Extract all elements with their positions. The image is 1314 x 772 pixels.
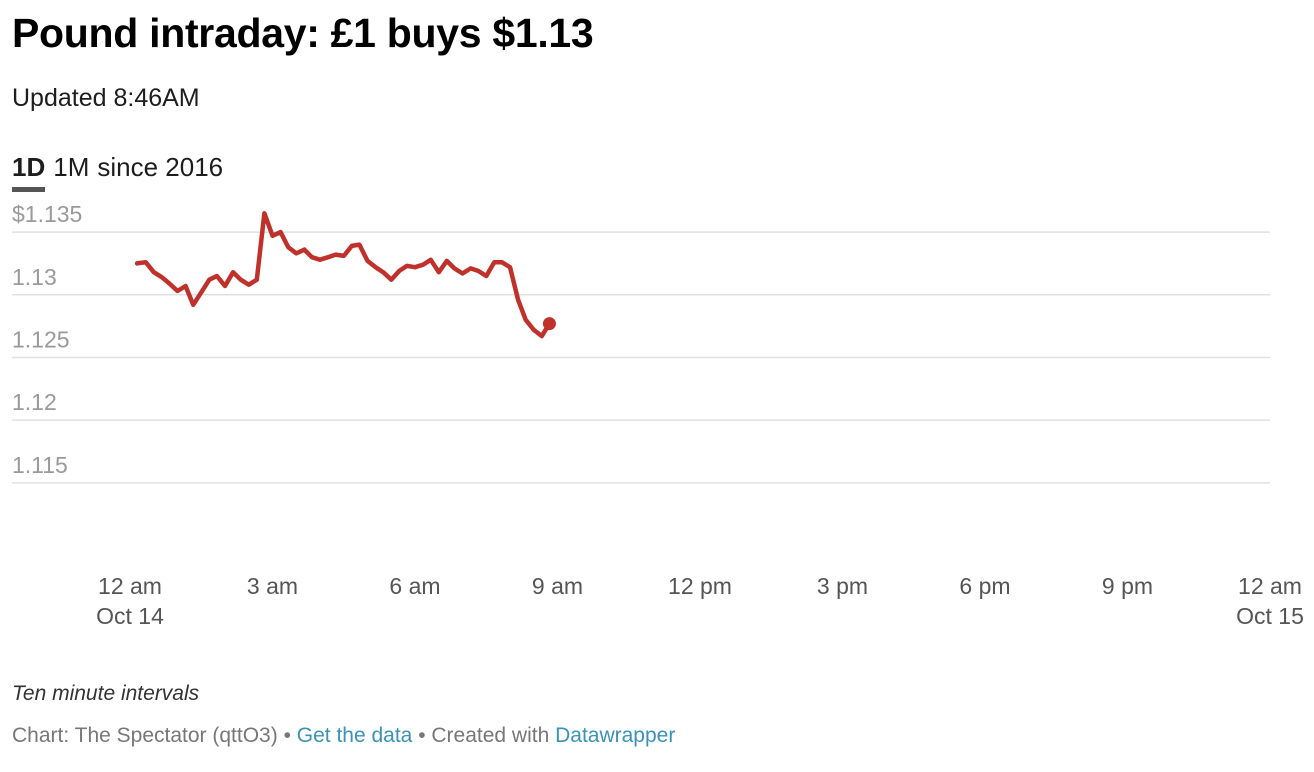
y-tick-label: 1.125 [12,326,70,352]
x-tick-label: 6 am [389,573,440,599]
y-tick-label: $1.135 [12,201,82,227]
chart-title: Pound intraday: £1 buys $1.13 [12,10,594,56]
y-tick-label: 1.115 [12,452,68,478]
chart-footer: Chart: The Spectator (qttO3) • Get the d… [12,724,675,748]
footer-credit: Chart: The Spectator (qttO3) • [12,724,297,747]
x-tick-label: 9 am [532,573,583,599]
y-tick-label: 1.13 [12,264,57,290]
x-tick-label: 3 am [247,573,298,599]
x-tick-label: 3 pm [817,573,868,599]
tab-1m[interactable]: 1M [53,152,90,182]
tab-1d[interactable]: 1D [12,152,46,192]
line-chart: $1.135 1.13 1.125 1.12 1.115 12 am Oct 14 3 am 6… [12,201,1304,629]
x-tick-label: 12 am [98,573,162,599]
footer-created-with: • Created with [412,724,556,747]
x-tick-label: 6 pm [959,573,1010,599]
x-tick-label: 12 pm [668,573,732,599]
x-tick-label: 12 am [1238,573,1302,599]
get-data-link[interactable]: Get the data [296,724,413,747]
y-tick-label: 1.12 [12,389,57,415]
datawrapper-link[interactable]: Datawrapper [555,724,676,747]
tab-since-2016[interactable]: since 2016 [97,152,224,182]
intervals-note: Ten minute intervals [12,682,200,705]
latest-point [542,317,556,331]
x-tick-label: 9 pm [1102,573,1153,599]
range-tabs: 1D 1M since 2016 [12,152,224,192]
x-tick-sublabel: Oct 14 [96,603,164,629]
series-line [134,211,552,339]
updated-time: Updated 8:46AM [12,84,200,112]
x-tick-sublabel: Oct 15 [1236,603,1304,629]
